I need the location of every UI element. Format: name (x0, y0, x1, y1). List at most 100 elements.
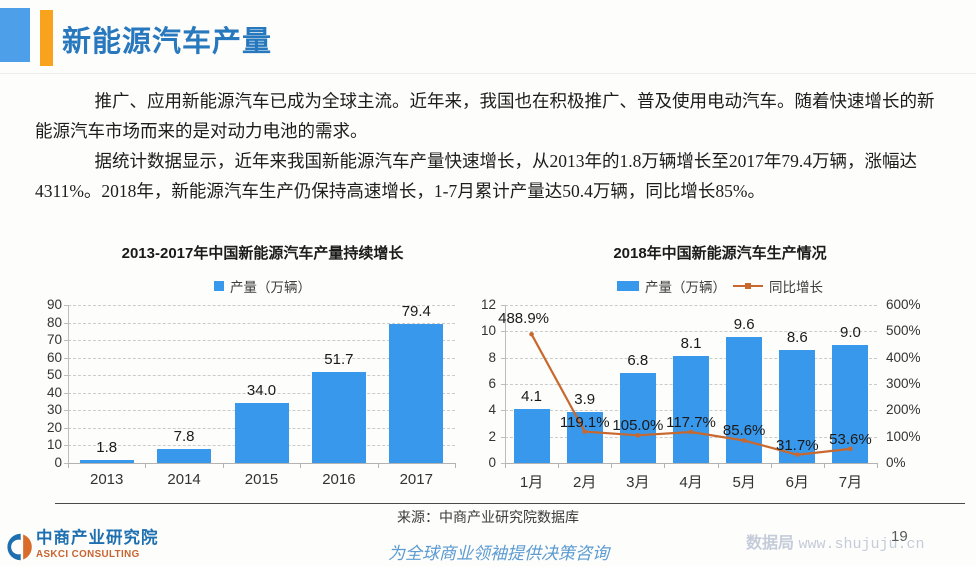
growth-line-series (529, 331, 853, 457)
gridline (68, 392, 455, 394)
x-axis-tick (717, 463, 719, 468)
secondary-y-axis-tick-label: 200% (886, 402, 921, 418)
y-axis-tick (64, 427, 68, 429)
growth-value-label: 488.9% (498, 310, 549, 328)
logo-subtitle: ASKCI CONSULTING (36, 548, 140, 560)
right-chart-legend: 产量（万辆） 同比增长 (470, 276, 970, 296)
legend-label-production: 产量（万辆） (645, 280, 726, 295)
growth-line-marker (529, 331, 534, 337)
x-axis-tick (611, 463, 613, 468)
bar (619, 373, 656, 463)
y-axis-tick (64, 410, 68, 412)
footer-tagline: 为全球商业领袖提供决策咨询 (388, 544, 609, 563)
x-axis-category-label: 2013 (90, 471, 124, 488)
y-axis-tick-label: 70 (46, 332, 62, 348)
bar (79, 459, 134, 463)
y-axis-tick (64, 340, 68, 342)
header-accent-bar (40, 10, 53, 66)
y-axis-tick (501, 463, 505, 464)
x-axis-category-label: 2015 (244, 471, 279, 488)
gridline (505, 305, 877, 306)
secondary-y-axis-tick-label: 100% (886, 428, 921, 444)
y-axis-tick (501, 436, 505, 438)
x-axis-category-label: 7月 (838, 474, 863, 491)
x-axis-category-label: 6月 (785, 474, 809, 491)
y-axis-line (505, 305, 506, 463)
legend-item-production: 产量（万辆） (214, 276, 311, 296)
gridline (68, 322, 455, 324)
gridline (68, 375, 455, 377)
bar-value-label: 51.7 (324, 351, 354, 369)
y-axis-tick (64, 445, 68, 447)
x-axis-tick (300, 463, 302, 468)
y-axis-tick (64, 322, 68, 324)
bar (389, 323, 444, 463)
x-axis-category-label: 4月 (679, 474, 703, 491)
y-axis-tick-label: 0 (488, 455, 496, 470)
growth-line-marker (741, 438, 747, 443)
bar-value-label: 7.8 (173, 428, 195, 446)
right-chart-title: 2018年中国新能源汽车生产情况 (613, 245, 827, 262)
legend-label-production: 产量（万辆） (230, 280, 311, 295)
chart-production-2018: 2018年中国新能源汽车生产情况 产量（万辆） 同比增长 0 2 4 6 8 10 12 0%… (470, 230, 970, 492)
bar-value-label: 8.6 (786, 328, 808, 346)
header-divider (0, 73, 976, 74)
y-axis-tick-label: 40 (46, 384, 62, 400)
x-axis-tick (877, 463, 878, 468)
bar (234, 403, 289, 463)
y-axis-tick (64, 357, 68, 359)
y-axis-tick (501, 331, 505, 333)
bar-value-label: 3.9 (574, 390, 596, 408)
growth-value-label: 105.0% (612, 417, 664, 435)
gridline (68, 340, 455, 342)
bar (779, 349, 816, 463)
growth-value-label: 53.6% (829, 430, 872, 448)
y-axis-tick-label: 2 (488, 428, 496, 444)
legend-item-production: 产量（万辆） (617, 276, 726, 296)
y-axis-tick-label: 8 (488, 349, 496, 365)
y-axis-tick-label: 10 (46, 437, 62, 453)
y-axis-tick-label: 6 (488, 376, 496, 391)
y-axis-tick-label: 0 (54, 455, 62, 470)
bar (311, 372, 366, 463)
bar-value-label: 6.8 (627, 352, 649, 370)
logo-title: 中商产业研究院 (36, 529, 159, 547)
secondary-y-axis-tick-label: 600% (886, 297, 921, 312)
y-axis-tick (501, 305, 505, 306)
askci-logo-icon (6, 533, 34, 566)
growth-value-label: 117.7% (666, 414, 716, 431)
bar (832, 344, 869, 463)
y-axis-tick (64, 392, 68, 394)
bar-value-label: 34.0 (246, 382, 277, 400)
chart-production-2013-2017: 2013-2017年中国新能源汽车产量持续增长 产量（万辆） 0 10 20 30 40… (40, 230, 485, 492)
x-axis-category-label: 2016 (322, 471, 356, 488)
x-axis-category-label: 2月 (573, 474, 597, 491)
bar-series-swatch-icon (617, 281, 639, 291)
x-axis-line (68, 463, 455, 464)
bar-value-label: 9.0 (839, 323, 861, 341)
x-axis-line (505, 463, 877, 464)
x-axis-tick (145, 463, 147, 468)
bar (157, 449, 212, 463)
y-axis-line (68, 305, 69, 463)
x-axis-category-label: 2017 (399, 471, 433, 488)
bar-value-label: 8.1 (680, 335, 702, 353)
page-number: 19 (891, 528, 908, 545)
paragraph-intro: 推广、应用新能源汽车已成为全球主流。近年来，我国也在积极推广、普及使用电动汽车。… (35, 91, 935, 141)
x-axis-category-label: 2014 (167, 471, 201, 488)
right-plot-area: 0 2 4 6 8 10 12 0% 100% 200% 300% 400% 500% 600% 4.1 3.… (470, 230, 970, 492)
y-axis-tick-label: 90 (46, 297, 62, 312)
x-axis-category-label: 5月 (732, 474, 756, 491)
growth-value-label: 31.7% (776, 436, 819, 454)
growth-line-marker (688, 429, 694, 435)
x-axis-tick (664, 463, 666, 468)
x-axis-tick (823, 463, 825, 468)
y-axis-tick-label: 80 (46, 314, 62, 330)
watermark-site-name: 数据局 (746, 535, 795, 552)
source-divider (55, 503, 965, 504)
secondary-y-axis-tick-label: 500% (886, 323, 921, 339)
bar (673, 356, 709, 463)
gridline (68, 357, 455, 359)
page-title: 新能源汽车产量 (62, 26, 273, 58)
y-axis-tick-label: 4 (488, 402, 496, 418)
